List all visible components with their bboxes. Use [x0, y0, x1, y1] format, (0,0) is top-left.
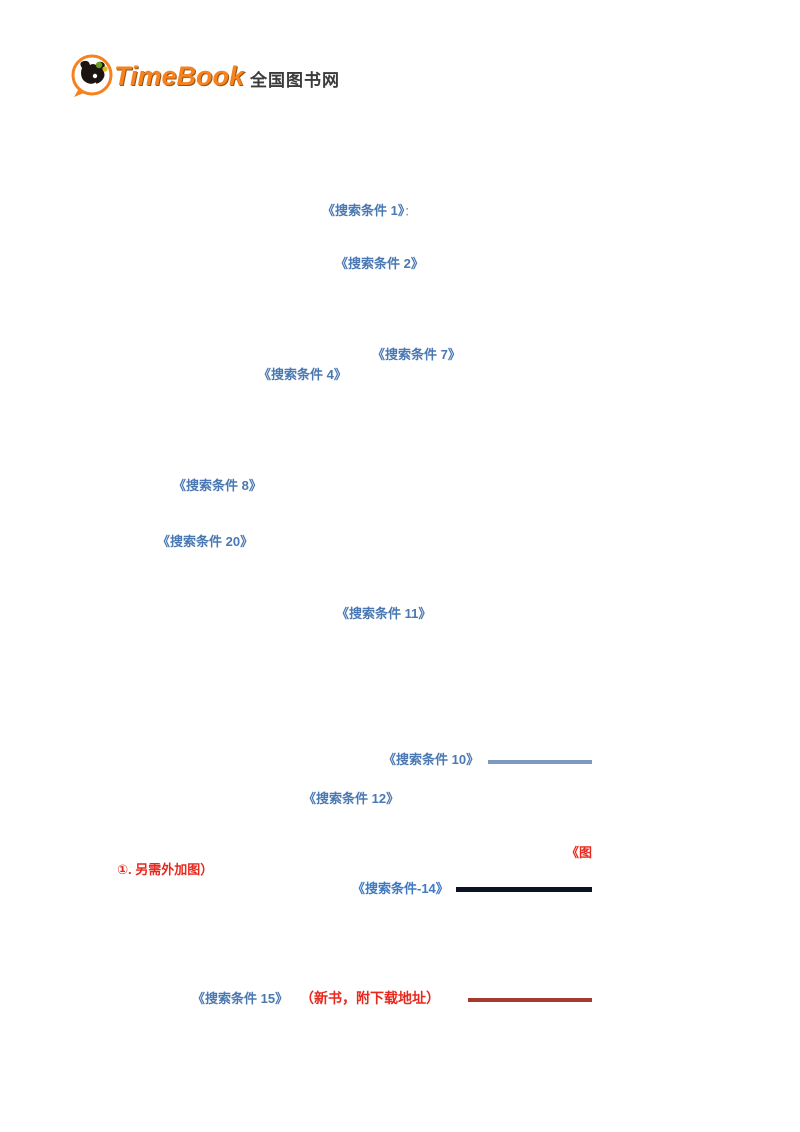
alt-link-7[interactable]: 《搜索条件 11》: [336, 606, 432, 621]
alt-link-4[interactable]: 《搜索条件 4》: [258, 367, 347, 382]
alt-link-8[interactable]: 《搜索条件 10》: [383, 752, 480, 767]
alt-link-9[interactable]: 《搜索条件 12》: [303, 791, 400, 806]
red-mark: 《图: [566, 845, 593, 860]
site-logo[interactable]: TimeBook 全国图书网: [68, 50, 340, 102]
red-note: ①. 另需外加图）: [117, 862, 214, 877]
partial-border-dark-red: [468, 998, 592, 1002]
alt-link-6[interactable]: 《搜索条件 20》: [157, 534, 254, 549]
alt-link-2[interactable]: 《搜索条件 2》: [335, 256, 424, 271]
alt-link-5[interactable]: 《搜索条件 8》: [173, 478, 262, 493]
alt-link-1[interactable]: 《搜索条件 1》：: [322, 203, 415, 220]
alt-link-10[interactable]: 《搜索条件-14》: [352, 881, 449, 896]
partial-border-blue: [488, 760, 592, 764]
book-note: （新书，附下载地址）: [300, 990, 440, 1006]
brand-suffix: 全国图书网: [250, 70, 341, 90]
alt-link-3[interactable]: 《搜索条件 7》: [372, 347, 461, 362]
alt-link-11[interactable]: 《搜索条件 15》: [192, 991, 289, 1006]
alt-link-1-trail: ：: [404, 206, 416, 218]
dog-mascot-icon: [68, 52, 116, 100]
partial-border-navy: [456, 887, 592, 892]
brand-name: TimeBook: [114, 60, 245, 91]
alt-link-1-label: 《搜索条件 1》: [322, 203, 405, 218]
